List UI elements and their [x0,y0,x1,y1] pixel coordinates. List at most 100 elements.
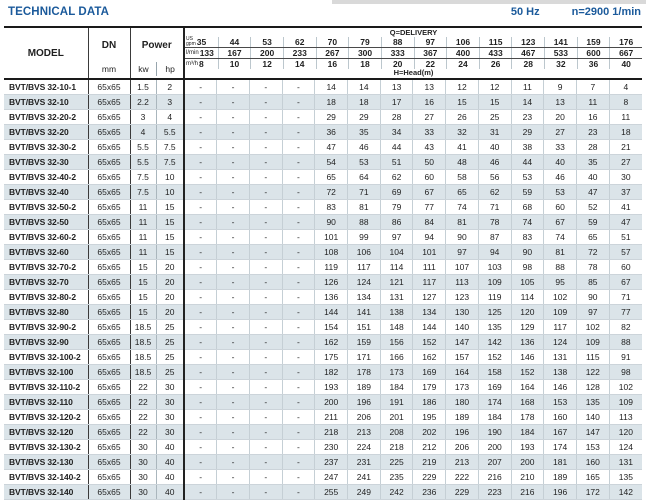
head-value-cell: 156 [379,334,413,350]
dn-cell: 65x65 [88,94,131,110]
head-value-cell: 117 [347,259,381,275]
flow-value: 36 [588,59,599,69]
table-row: BVT/BVS 32-80-2 65x65 15 20- - - -136 134 131 127… [4,289,642,305]
model-cell: BVT/BVS 32-60 [4,244,89,260]
head-value-cell: 129 [510,319,544,335]
flow-value: 141 [553,37,568,47]
kw-cell: 5.5 [130,139,156,155]
flow-value: 16 [327,59,338,69]
flow-value-cell: 24 [446,59,479,69]
kw-cell: 11 [130,199,156,215]
head-value-cell: 23 [510,109,544,125]
head-value-cell: 131 [379,289,413,305]
flow-value-cell: 333 [380,48,414,58]
head-value-cell: 231 [347,454,381,470]
flow-value-cell: 28 [511,59,544,69]
head-value-cell: - [281,94,315,110]
model-cell: BVT/BVS 32-30 [4,154,89,170]
head-value-cell: - [183,259,217,275]
speed-value: n=2900 1/min [571,6,641,18]
head-value-cell: - [216,274,250,290]
head-value-cell: 125 [477,304,512,320]
head-value-cell: 130 [445,304,479,320]
kw-cell: 11 [130,244,156,260]
head-value-cell: 210 [510,469,544,485]
flow-value: 115 [488,37,503,47]
head-value-cell: 54 [314,154,348,170]
head-value-cell: 106 [347,244,381,260]
kw-cell: 30 [130,439,156,455]
flow-value: 433 [488,48,503,58]
flow-value: 300 [357,48,373,58]
head-value-cell: 102 [543,289,577,305]
head-value-cell: 201 [379,409,413,425]
head-value-cell: 216 [477,469,512,485]
hp-cell: 40 [155,454,186,470]
head-value-cell: - [248,244,283,260]
header-specs: 50 Hz n=2900 1/min [511,6,641,18]
head-value-cell: - [248,274,283,290]
model-cell: BVT/BVS 32-100-2 [4,349,89,365]
head-value-cell: 40 [477,139,512,155]
head-value-cell: 102 [608,379,642,395]
head-value-cell: 119 [477,289,512,305]
head-value-cell: - [281,364,315,380]
head-value-cell: 174 [543,439,577,455]
head-value-cell: 179 [412,379,446,395]
kw-cell: 11 [130,229,156,245]
head-value-cell: 21 [608,139,642,155]
flow-value: 176 [619,37,634,47]
dn-cell: 65x65 [88,469,131,485]
head-value-cell: 35 [347,124,381,140]
head-value-cell: 51 [379,154,413,170]
head-value-cell: 131 [543,349,577,365]
head-value-cell: 58 [445,169,479,185]
head-value-cell: - [216,94,250,110]
head-value-cell: 218 [314,424,348,440]
dn-cell: 65x65 [88,214,131,230]
hp-cell: 10 [155,184,186,200]
head-value-cell: 178 [510,409,544,425]
head-value-cell: 88 [347,214,381,230]
table-row: BVT/BVS 32-120 65x65 22 30- - - -218 213 208 202 1… [4,424,642,440]
kw-cell: 22 [130,409,156,425]
model-cell: BVT/BVS 32-100 [4,364,89,380]
dn-cell: 65x65 [88,454,131,470]
head-value-cell: 64 [347,169,381,185]
flow-value: 8 [199,59,204,69]
head-value-cell: - [216,424,250,440]
head-value-cell: - [183,124,217,140]
dn-cell: 65x65 [88,274,131,290]
flow-value-cell: 53 [250,37,283,47]
head-value-cell: - [281,214,315,230]
dn-cell: 65x65 [88,169,131,185]
head-value-cell: - [216,199,250,215]
head-value-cell: 77 [412,199,446,215]
head-value-cell: 47 [575,184,610,200]
head-value-cell: 158 [477,364,512,380]
kw-cell: 22 [130,424,156,440]
head-value-cell: - [183,94,217,110]
head-value-cell: 200 [477,439,512,455]
head-value-cell: 173 [379,364,413,380]
head-value-cell: 7 [575,79,610,95]
head-value-cell: 78 [575,259,610,275]
head-value-cell: 74 [510,214,544,230]
flow-value: 18 [360,59,370,69]
dn-cell: 65x65 [88,319,131,335]
flow-value: 159 [586,37,601,47]
table-header: MODEL DN mm Power kw hp [4,28,642,80]
hp-cell: 3 [155,94,186,110]
dn-cell: 65x65 [88,259,131,275]
dn-cell: 65x65 [88,349,131,365]
model-cell: BVT/BVS 32-110 [4,394,89,410]
head-value-cell: - [216,169,250,185]
head-value-cell: 69 [379,184,413,200]
dn-cell: 65x65 [88,184,131,200]
head-value-cell: 83 [314,199,348,215]
flow-value-cell: 176 [609,37,642,47]
head-value-cell: 90 [575,289,610,305]
dn-label: DN [101,39,117,51]
hp-cell: 40 [155,484,186,500]
head-value-cell: 56 [477,169,512,185]
